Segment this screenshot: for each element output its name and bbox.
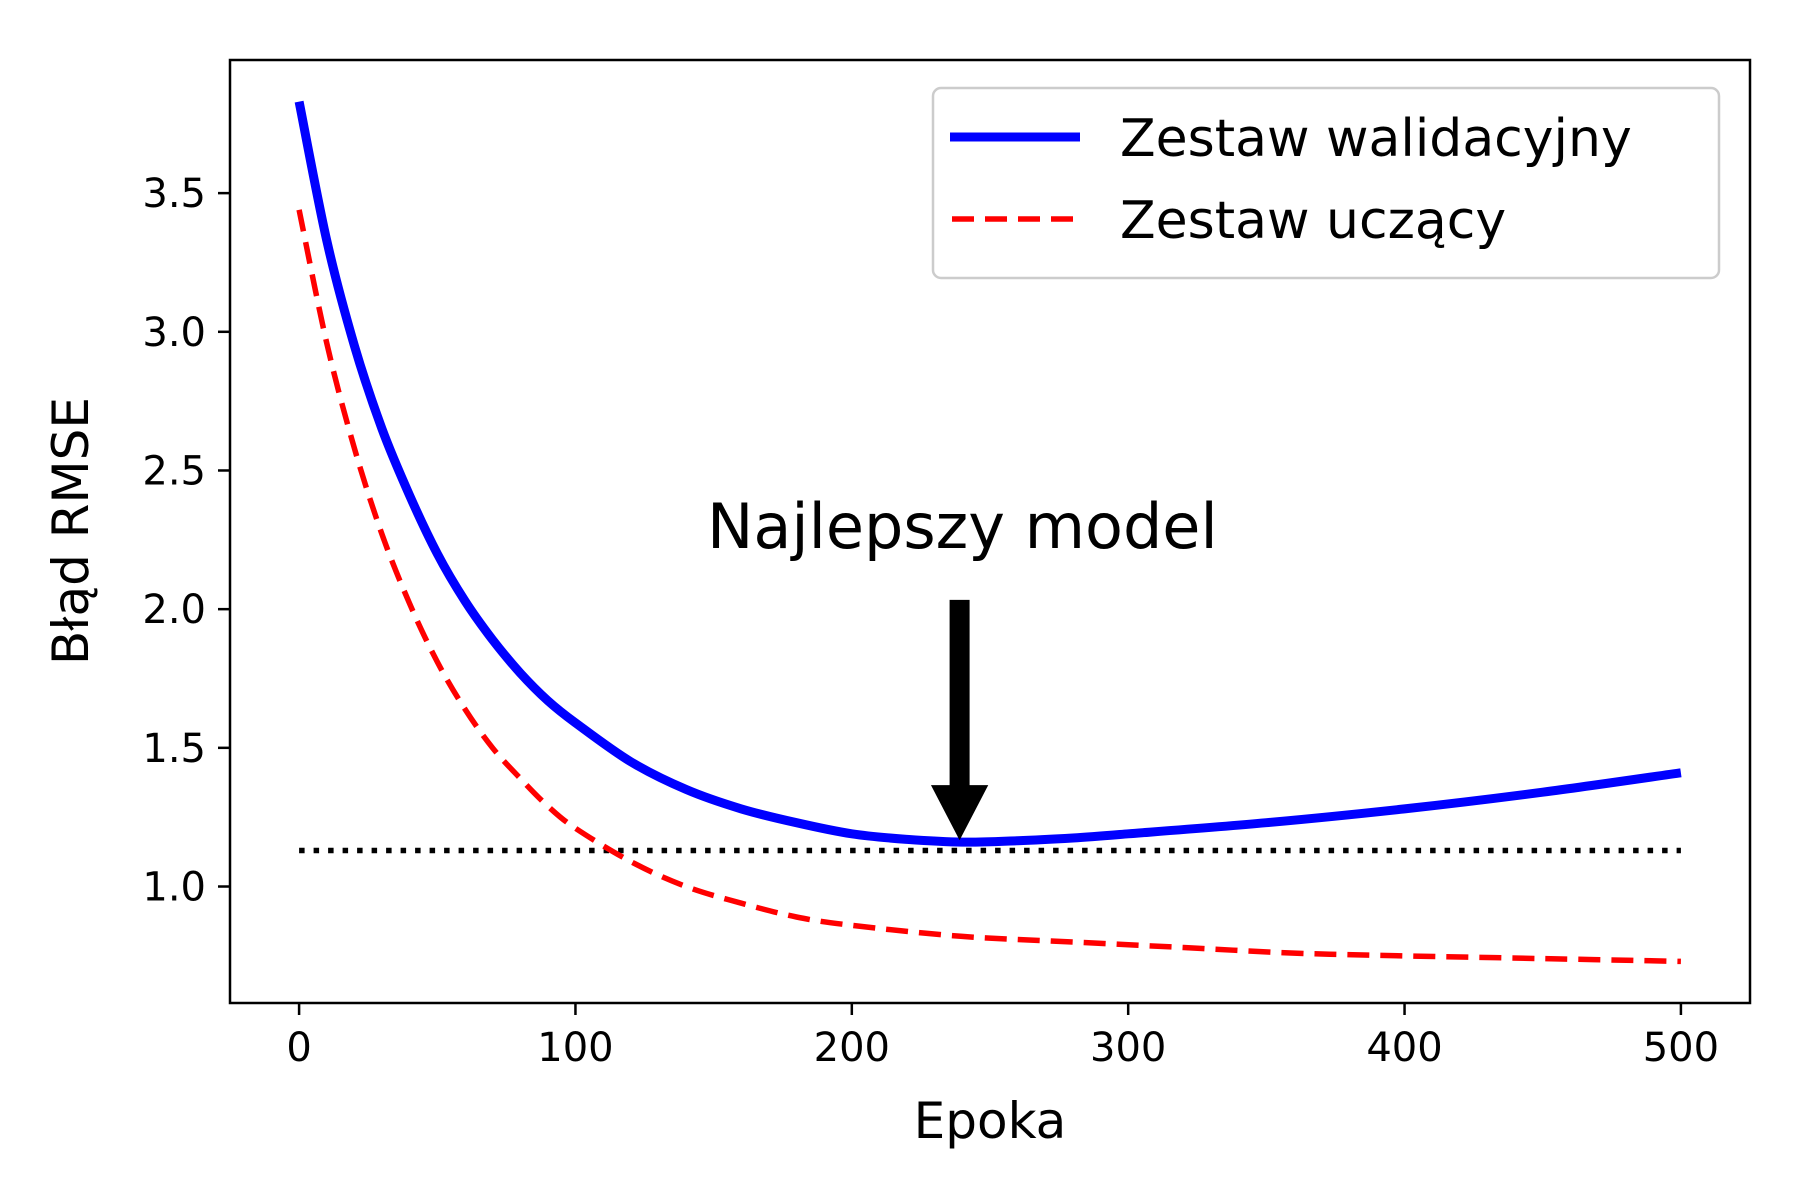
x-tick-label: 0 bbox=[286, 1025, 311, 1071]
y-tick-label: 2.0 bbox=[142, 587, 206, 633]
y-tick-label: 3.5 bbox=[142, 171, 206, 217]
x-tick-label: 400 bbox=[1366, 1025, 1442, 1071]
x-axis-label: Epoka bbox=[914, 1092, 1067, 1150]
y-tick-label: 2.5 bbox=[142, 448, 206, 494]
legend-label-validation: Zestaw walidacyjny bbox=[1120, 109, 1632, 169]
y-axis: 1.0 1.5 2.0 2.5 3.0 3.5 bbox=[142, 171, 230, 911]
x-tick-label: 100 bbox=[537, 1025, 613, 1071]
y-tick-label: 3.0 bbox=[142, 310, 206, 356]
x-axis: 0 100 200 300 400 500 bbox=[286, 1003, 1719, 1071]
annotation-text: Najlepszy model bbox=[707, 490, 1218, 563]
series-line-validation bbox=[294, 100, 1682, 847]
plot-frame bbox=[228, 58, 1752, 1005]
x-tick-label: 500 bbox=[1643, 1025, 1719, 1071]
legend-label-training: Zestaw uczący bbox=[1120, 191, 1506, 251]
series-line-training bbox=[296, 209, 1681, 965]
x-tick-label: 300 bbox=[1090, 1025, 1166, 1071]
plot-lines bbox=[294, 100, 1682, 965]
legend-frame bbox=[931, 86, 1721, 280]
legend: Zestaw walidacyjny Zestaw uczący bbox=[931, 86, 1721, 280]
annotation: Najlepszy model bbox=[707, 490, 1218, 841]
y-tick-label: 1.0 bbox=[142, 865, 206, 911]
annotation-arrow bbox=[930, 599, 989, 841]
y-tick-label: 1.5 bbox=[142, 726, 206, 772]
y-axis-label: Błąd RMSE bbox=[42, 397, 100, 665]
x-tick-label: 200 bbox=[814, 1025, 890, 1071]
